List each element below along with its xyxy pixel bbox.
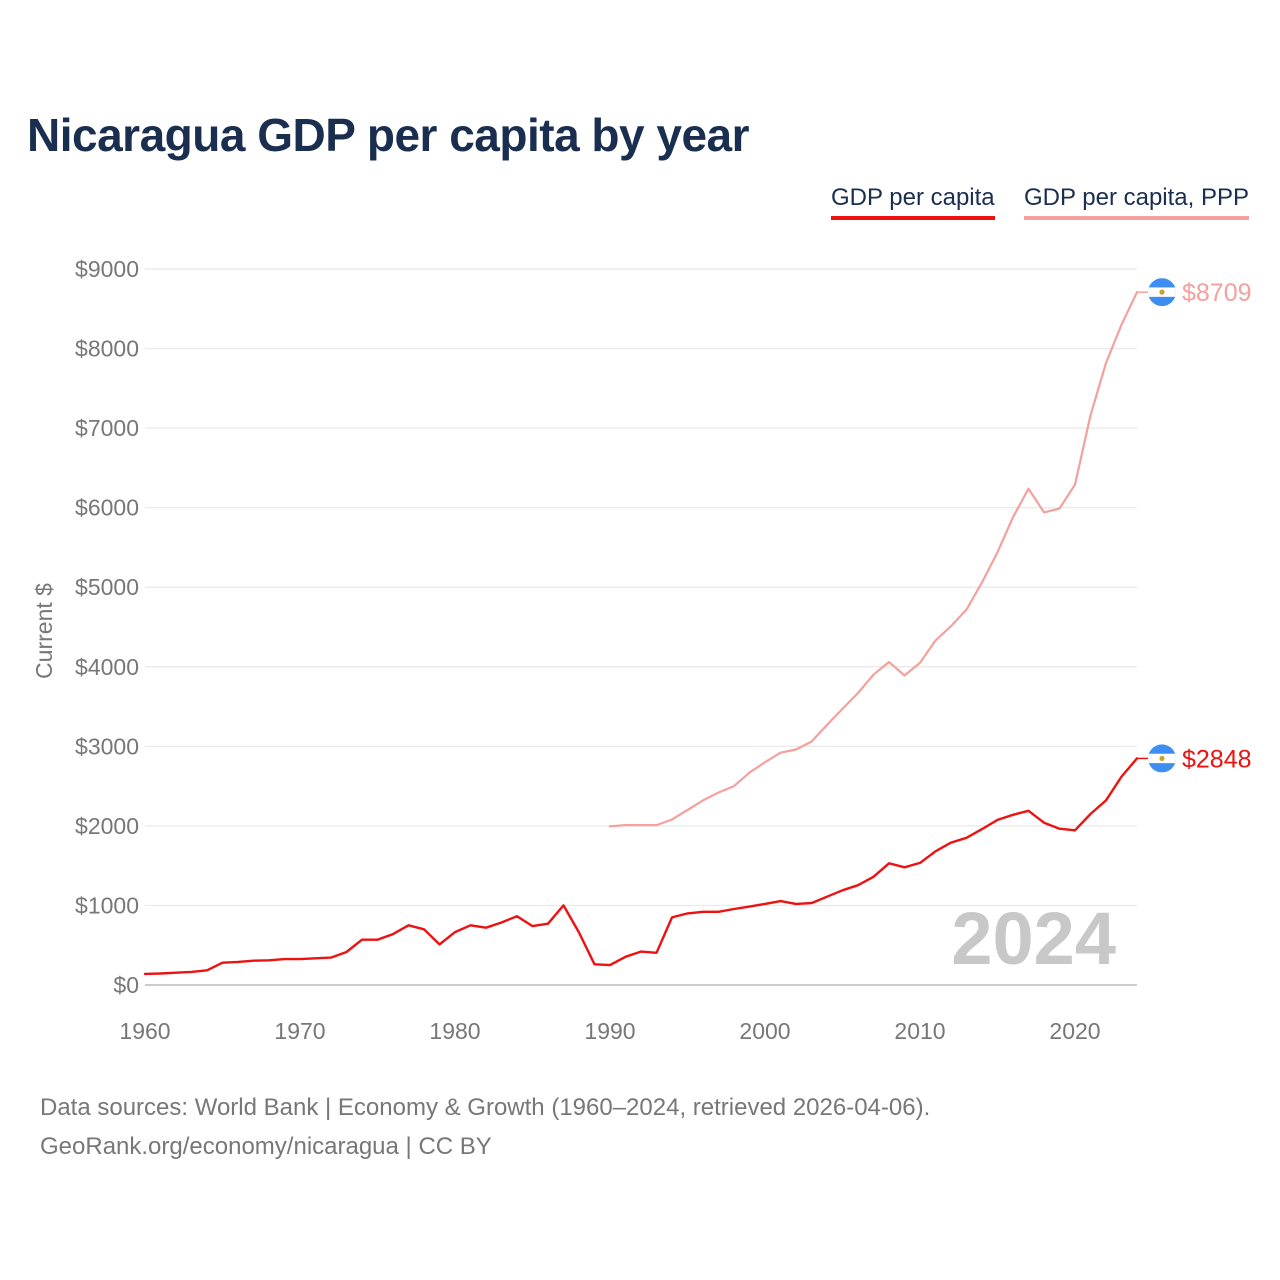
y-tick-label: $9000 — [75, 256, 139, 282]
flag-emblem — [1159, 755, 1165, 762]
year-watermark: 2024 — [951, 897, 1116, 980]
legend-gdp-per-capita-ppp[interactable]: GDP per capita, PPP — [1024, 184, 1249, 220]
line-chart: $0 $1000 $2000 $3000 $4000 $5000 $6000 $7000 $80… — [31, 256, 1252, 1044]
y-tick-label: $0 — [113, 972, 139, 998]
y-tick-label: $3000 — [75, 733, 139, 759]
source-note: Data sources: World Bank | Economy & Gro… — [40, 1088, 930, 1166]
x-tick-label: 2020 — [1049, 1018, 1100, 1044]
nicaragua-flag-icon — [1148, 744, 1176, 773]
x-tick-label: 2000 — [739, 1018, 790, 1044]
x-tick-label: 1990 — [584, 1018, 635, 1044]
series-line-gdp-per-capita — [143, 757, 1139, 976]
x-tick-label: 1970 — [274, 1018, 325, 1044]
end-label-gdp-per-capita-ppp: $8709 — [1182, 279, 1252, 307]
source-line-1: Data sources: World Bank | Economy & Gro… — [40, 1094, 931, 1121]
series-line-gdp-per-capita-ppp — [608, 291, 1139, 828]
end-label-gdp-per-capita: $2848 — [1182, 745, 1252, 773]
x-tick-label: 2010 — [894, 1018, 945, 1044]
nicaragua-flag-icon — [1148, 278, 1176, 307]
y-tick-label: $6000 — [75, 495, 139, 521]
y-tick-label: $1000 — [75, 892, 139, 918]
series-lines — [143, 291, 1139, 976]
y-tick-label: $5000 — [75, 574, 139, 600]
grid-lines — [145, 268, 1137, 986]
x-tick-label: 1960 — [119, 1018, 170, 1044]
y-tick-label: $8000 — [75, 336, 139, 362]
source-line-2: GeoRank.org/economy/nicaragua | CC BY — [40, 1133, 492, 1160]
x-axis-ticks: 1960 1970 1980 1990 2000 2010 2020 — [119, 1018, 1100, 1044]
legend-gdp-per-capita[interactable]: GDP per capita — [831, 184, 995, 220]
end-labels: $2848 $8709 — [1137, 278, 1252, 773]
x-tick-label: 1980 — [429, 1018, 480, 1044]
y-tick-label: $2000 — [75, 813, 139, 839]
y-axis-label: Current $ — [31, 583, 57, 679]
y-tick-label: $4000 — [75, 654, 139, 680]
chart-title: Nicaragua GDP per capita by year — [27, 109, 750, 161]
y-axis-ticks: $0 $1000 $2000 $3000 $4000 $5000 $6000 $7000 $80… — [75, 256, 139, 998]
y-tick-label: $7000 — [75, 415, 139, 441]
flag-emblem — [1159, 289, 1165, 295]
